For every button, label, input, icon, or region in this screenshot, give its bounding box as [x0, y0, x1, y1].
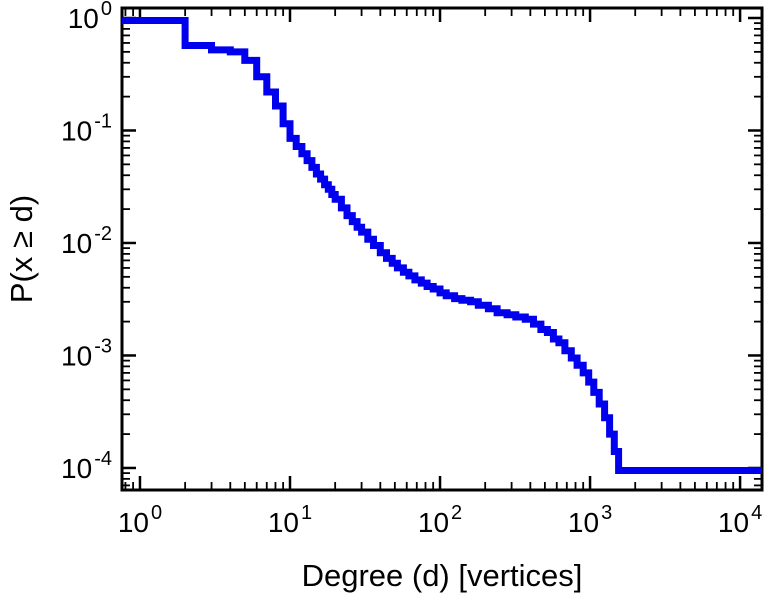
y-axis-label: P(x ≥ d) — [4, 195, 39, 303]
x-axis-label: Degree (d) [vertices] — [302, 558, 583, 593]
ccdf-line — [122, 17, 762, 474]
plot-frame — [120, 6, 764, 492]
